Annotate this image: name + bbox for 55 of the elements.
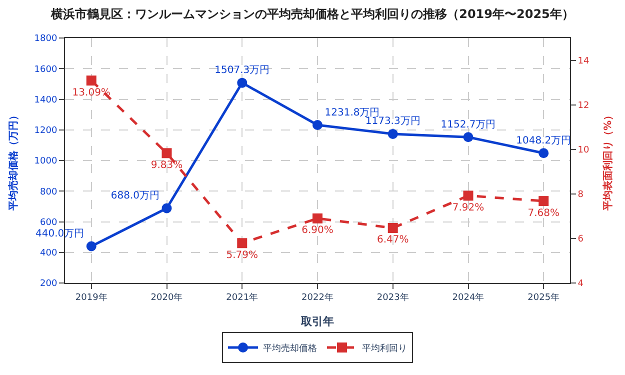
point	[312, 120, 322, 130]
data-label: 13.09%	[72, 87, 110, 98]
y-tick-label: 1400	[34, 95, 58, 106]
data-label: 6.90%	[302, 225, 334, 236]
x-tick-label: 2023年	[376, 292, 409, 303]
point	[538, 148, 549, 158]
y-tick-label: 400	[40, 248, 58, 259]
legend-label: 平均売却価格	[263, 343, 317, 354]
data-label: 5.79%	[226, 250, 258, 261]
point	[86, 241, 96, 252]
y2-tick-label: 10	[578, 146, 590, 156]
data-label: 1048.2万円	[516, 135, 572, 146]
data-label: 7.68%	[528, 208, 560, 219]
y-tick-label: 1800	[34, 34, 58, 44]
y-tick-label: 1200	[34, 126, 58, 136]
point	[463, 190, 474, 201]
x-axis-title: 取引年	[300, 315, 334, 328]
x-tick-label: 2020年	[150, 292, 183, 303]
point	[162, 148, 172, 158]
x-tick-label: 2025年	[528, 292, 560, 303]
x-tick-label: 2019年	[75, 292, 108, 303]
legend-label: 平均利回り	[362, 343, 407, 354]
data-label: 6.47%	[376, 234, 409, 246]
point	[162, 203, 172, 214]
x-tick-label: 2024年	[452, 292, 484, 303]
y-tick-label: 1000	[34, 156, 58, 167]
y2-tick-label: 4	[578, 279, 584, 290]
point	[463, 132, 474, 142]
y-axis-title: 平均売却価格（万円）	[7, 110, 20, 212]
y2-tick-label: 12	[578, 100, 590, 111]
data-label: 688.0万円	[110, 190, 160, 202]
point	[388, 222, 398, 233]
data-label: 9.83%	[150, 160, 183, 171]
point	[86, 76, 96, 86]
data-label: 440.0万円	[35, 228, 84, 240]
point	[237, 238, 248, 248]
y-tick-label: 600	[40, 218, 58, 228]
point	[312, 213, 322, 224]
x-tick-label: 2022年	[302, 292, 334, 303]
chart-title: 横浜市鶴見区：ワンルームマンションの平均売却価格と平均利回りの推移（2019年〜2025年）	[50, 6, 574, 21]
y2-tick-label: 6	[578, 234, 584, 245]
y-tick-label: 800	[40, 187, 58, 198]
data-label: 1152.7万円	[440, 119, 496, 130]
data-label: 1173.3万円	[365, 116, 420, 128]
x-tick-label: 2021年	[226, 292, 258, 303]
y2-tick-label: 8	[578, 190, 584, 200]
y2-axis-title: 平均表面利回り（%）	[602, 110, 614, 212]
y-tick-label: 1600	[34, 64, 58, 75]
data-label: 7.92%	[452, 202, 484, 214]
point	[388, 128, 398, 139]
point	[237, 78, 248, 88]
data-label: 1507.3万円	[214, 65, 270, 76]
y-tick-label: 200	[40, 279, 58, 290]
point	[538, 196, 549, 206]
y2-tick-label: 14	[578, 56, 590, 66]
